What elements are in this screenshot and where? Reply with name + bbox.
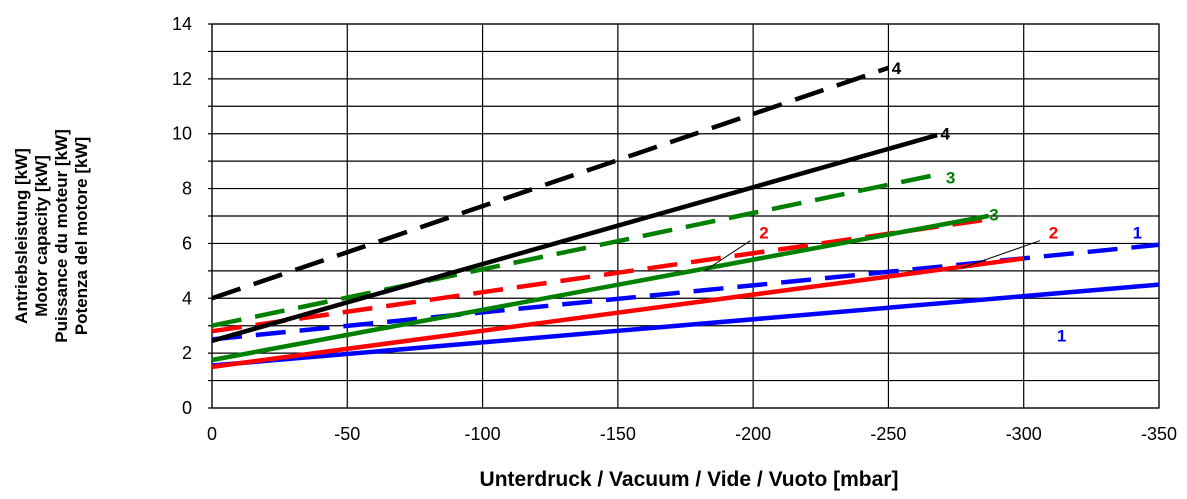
y-tick-label: 6	[182, 233, 192, 253]
y-tick-label: 14	[172, 14, 192, 34]
curve-label: 2	[1049, 223, 1058, 242]
x-tick-label: -150	[600, 424, 636, 444]
y-tick-label: 10	[172, 124, 192, 144]
leader-line	[961, 241, 1039, 268]
curve-label: 4	[941, 125, 951, 144]
x-tick-label: -250	[870, 424, 906, 444]
series-line-4-solid	[212, 135, 937, 341]
series-line-3-solid	[212, 216, 989, 360]
x-tick-label: -50	[334, 424, 360, 444]
y-tick-label: 12	[172, 69, 192, 89]
x-axis-title: Unterdruck / Vacuum / Vide / Vuoto [mbar…	[480, 468, 899, 491]
y-tick-label: 4	[182, 288, 192, 308]
y-axis-title-line: Motor capacity [kW]	[32, 155, 51, 317]
curve-label: 1	[1057, 326, 1066, 345]
y-axis-title-line: Puissance du moteur [kW]	[52, 129, 71, 342]
series-lines	[212, 68, 1159, 367]
x-tick-label: -200	[735, 424, 771, 444]
curve-label: 3	[946, 169, 955, 188]
curve-label: 3	[989, 206, 998, 225]
x-tick-label: 0	[207, 424, 217, 444]
y-tick-label: 0	[182, 398, 192, 418]
curve-label: 2	[759, 223, 768, 242]
y-tick-label: 8	[182, 179, 192, 199]
y-tick-label: 2	[182, 343, 192, 363]
y-axis-title-line: Potenza del motore [kW]	[72, 137, 91, 335]
leader-lines	[704, 241, 1040, 271]
y-axis-title-line: Antriebsleistung [kW]	[12, 148, 31, 324]
x-tick-label: -350	[1141, 424, 1177, 444]
curve-label: 1	[1133, 223, 1142, 242]
curve-label: 4	[892, 59, 902, 78]
y-tick-labels: 0 2 4 6 8 10 12 14	[172, 14, 192, 418]
series-line-4-dashed	[212, 68, 888, 298]
x-tick-label: -100	[465, 424, 501, 444]
x-tick-label: -300	[1006, 424, 1042, 444]
x-tick-labels: 0 -50 -100 -150 -200 -250 -300 -350	[207, 424, 1177, 444]
y-axis-title: Antriebsleistung [kW] Motor capacity [kW]…	[12, 129, 91, 342]
